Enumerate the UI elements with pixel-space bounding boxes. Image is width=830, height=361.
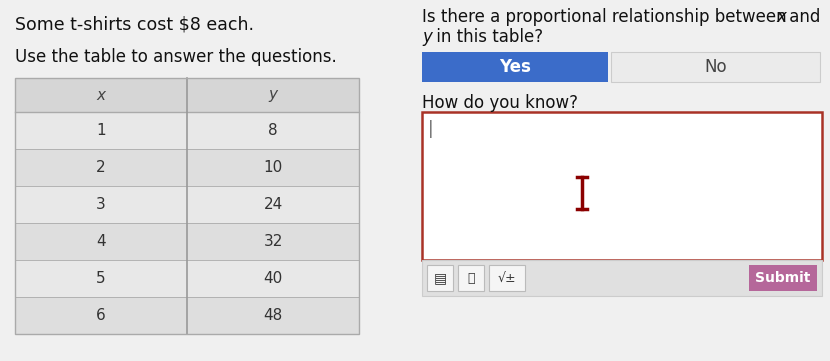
Text: x: x	[776, 8, 786, 26]
FancyBboxPatch shape	[422, 260, 822, 296]
Text: How do you know?: How do you know?	[422, 94, 578, 112]
Text: 1: 1	[96, 123, 105, 138]
Text: 32: 32	[263, 234, 283, 249]
Text: 2: 2	[96, 160, 105, 175]
FancyBboxPatch shape	[15, 186, 187, 223]
FancyBboxPatch shape	[427, 265, 453, 291]
FancyBboxPatch shape	[187, 260, 359, 297]
FancyBboxPatch shape	[15, 223, 187, 260]
FancyBboxPatch shape	[458, 265, 484, 291]
Text: in this table?: in this table?	[431, 28, 543, 46]
FancyBboxPatch shape	[749, 265, 817, 291]
Text: x: x	[96, 87, 105, 103]
Text: 48: 48	[263, 308, 283, 323]
FancyBboxPatch shape	[422, 52, 608, 82]
Text: 6: 6	[96, 308, 106, 323]
FancyBboxPatch shape	[422, 112, 822, 260]
Text: y: y	[268, 87, 277, 103]
Text: |: |	[428, 120, 433, 138]
FancyBboxPatch shape	[187, 297, 359, 334]
FancyBboxPatch shape	[187, 186, 359, 223]
FancyBboxPatch shape	[187, 223, 359, 260]
Text: Use the table to answer the questions.: Use the table to answer the questions.	[15, 48, 337, 66]
Text: Yes: Yes	[499, 58, 531, 76]
FancyBboxPatch shape	[187, 112, 359, 149]
FancyBboxPatch shape	[15, 112, 187, 149]
FancyBboxPatch shape	[489, 265, 525, 291]
FancyBboxPatch shape	[187, 149, 359, 186]
Text: 8: 8	[268, 123, 278, 138]
Text: Submit: Submit	[755, 271, 811, 285]
Text: √±: √±	[498, 271, 516, 284]
FancyBboxPatch shape	[15, 260, 187, 297]
Text: 4: 4	[96, 234, 105, 249]
Text: y: y	[422, 28, 432, 46]
FancyBboxPatch shape	[611, 52, 820, 82]
Text: 10: 10	[263, 160, 283, 175]
FancyBboxPatch shape	[15, 297, 187, 334]
Text: ▤: ▤	[433, 271, 447, 285]
FancyBboxPatch shape	[15, 78, 359, 112]
Text: 24: 24	[263, 197, 283, 212]
Text: Is there a proportional relationship between: Is there a proportional relationship bet…	[422, 8, 792, 26]
Text: Some t-shirts cost $8 each.: Some t-shirts cost $8 each.	[15, 16, 254, 34]
Text: 3: 3	[96, 197, 106, 212]
Text: and: and	[784, 8, 820, 26]
FancyBboxPatch shape	[15, 149, 187, 186]
Text: 5: 5	[96, 271, 105, 286]
Text: 40: 40	[263, 271, 283, 286]
Text: No: No	[704, 58, 727, 76]
Text: ⦀: ⦀	[467, 271, 475, 284]
